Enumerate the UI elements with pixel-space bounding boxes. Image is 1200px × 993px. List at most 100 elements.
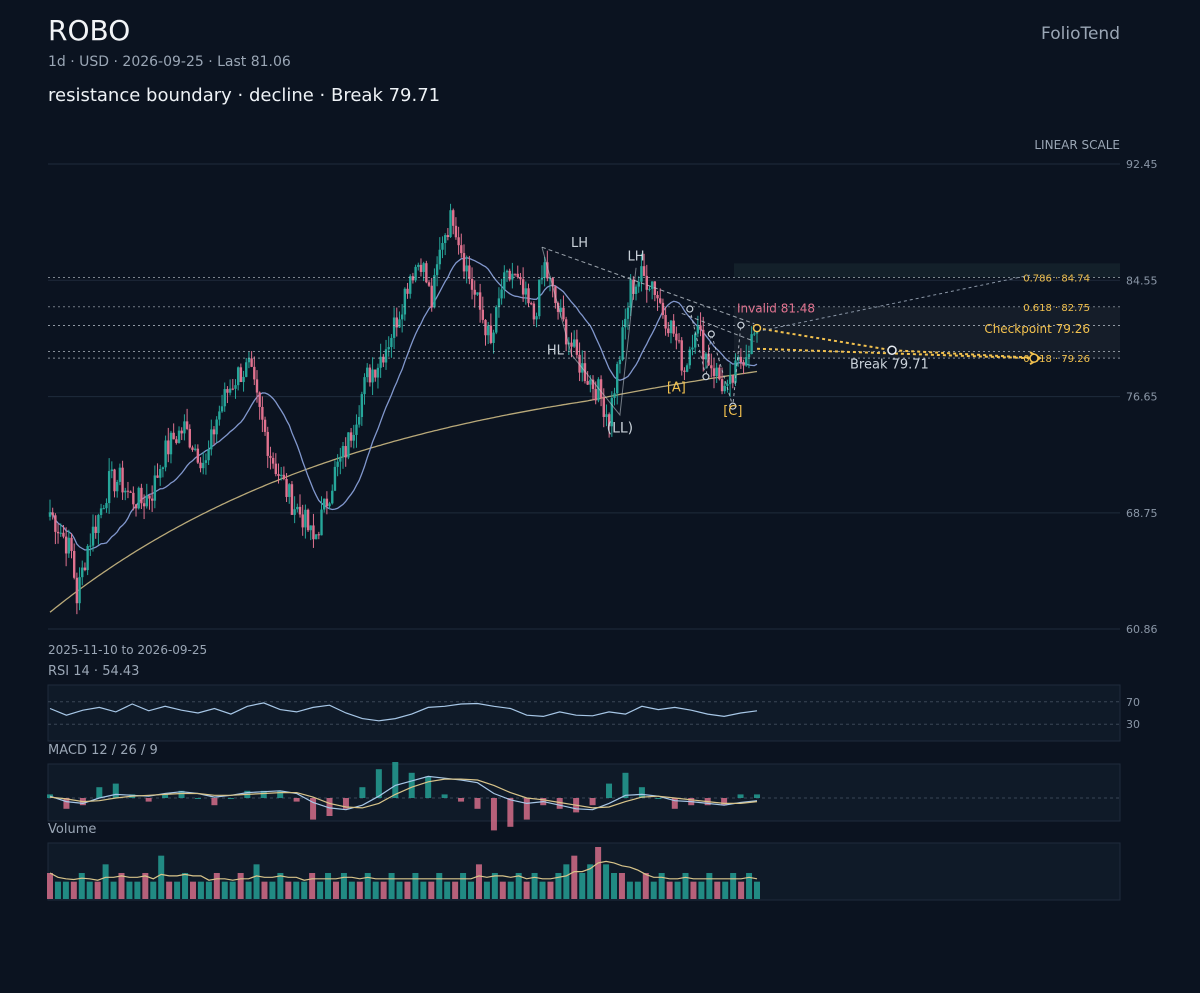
candle-body bbox=[368, 367, 372, 383]
scale-label: LINEAR SCALE bbox=[1034, 138, 1120, 152]
volume-bar bbox=[436, 873, 443, 899]
candle-body bbox=[640, 266, 643, 282]
volume-bar bbox=[62, 881, 69, 899]
candle-body bbox=[414, 266, 417, 281]
candle-body bbox=[675, 333, 678, 341]
volume-bar bbox=[452, 881, 459, 899]
volume-bar bbox=[666, 881, 673, 899]
candle-body bbox=[207, 449, 210, 461]
candle-body bbox=[371, 369, 374, 383]
candle-body bbox=[75, 577, 79, 604]
candle-body bbox=[242, 376, 245, 383]
candle-body bbox=[742, 362, 745, 366]
candle-body bbox=[360, 394, 364, 417]
volume-bar bbox=[738, 881, 745, 899]
volume-bar bbox=[301, 881, 308, 899]
candle-body bbox=[215, 419, 218, 435]
rsi-label: RSI 14 · 54.43 bbox=[48, 664, 139, 679]
candle-body bbox=[376, 367, 380, 378]
macd-histogram-bar bbox=[507, 798, 514, 827]
pattern-label: LH bbox=[628, 249, 645, 264]
volume-bar bbox=[587, 864, 594, 899]
candle-body bbox=[661, 302, 665, 315]
candle-body bbox=[296, 506, 299, 510]
candle-body bbox=[185, 421, 189, 429]
candle-body bbox=[320, 509, 323, 536]
candle-body bbox=[48, 512, 52, 517]
volume-bar bbox=[539, 881, 546, 899]
candle-body bbox=[497, 298, 501, 308]
candle-body bbox=[435, 264, 439, 276]
brand-logo: FolioTend bbox=[1041, 24, 1120, 44]
candle-body bbox=[516, 273, 519, 278]
volume-bar bbox=[483, 881, 490, 899]
volume-bar bbox=[261, 881, 268, 899]
candle-body bbox=[443, 235, 447, 244]
candle-body bbox=[664, 314, 667, 329]
candle-body bbox=[747, 354, 751, 358]
volume-bar bbox=[412, 873, 419, 899]
candle-body bbox=[618, 359, 622, 365]
candle-body bbox=[285, 478, 288, 497]
macd-signal-line bbox=[49, 778, 758, 809]
volume-bar bbox=[158, 855, 165, 899]
candle-body bbox=[374, 369, 377, 378]
candle-body bbox=[204, 460, 208, 463]
volume-bar bbox=[182, 873, 189, 899]
candle-body bbox=[650, 281, 654, 289]
macd-histogram-bar bbox=[227, 798, 234, 799]
volume-bar bbox=[348, 881, 355, 899]
candle-body bbox=[535, 316, 538, 320]
candle-body bbox=[495, 307, 498, 333]
candle-body bbox=[540, 277, 544, 280]
candle-body bbox=[400, 314, 404, 320]
candle-body bbox=[91, 526, 95, 546]
candle-body bbox=[102, 508, 105, 510]
candle-body bbox=[97, 514, 100, 533]
candle-body bbox=[398, 319, 401, 328]
candle-body bbox=[304, 509, 307, 528]
macd-histogram-bar bbox=[655, 798, 662, 799]
volume-bar bbox=[515, 873, 522, 899]
candle-body bbox=[578, 354, 581, 373]
candle-body bbox=[529, 303, 533, 305]
fib-618-label: 0.618 · 82.75 bbox=[1023, 303, 1090, 314]
volume-bar bbox=[611, 873, 618, 899]
candle-body bbox=[309, 525, 312, 531]
candle-body bbox=[352, 434, 355, 441]
volume-bar bbox=[166, 881, 173, 899]
candle-body bbox=[255, 379, 259, 393]
volume-bar bbox=[690, 881, 697, 899]
y-tick-label: 68.75 bbox=[1126, 507, 1158, 520]
swing-marker bbox=[707, 330, 715, 338]
candle-body bbox=[132, 492, 135, 505]
volume-bar bbox=[730, 873, 737, 899]
candle-body bbox=[731, 375, 735, 383]
candle-body bbox=[231, 388, 234, 390]
candle-body bbox=[726, 384, 729, 386]
candle-body bbox=[99, 508, 103, 515]
candle-body bbox=[247, 358, 251, 363]
candle-body bbox=[699, 325, 702, 330]
candle-body bbox=[589, 379, 592, 385]
volume-bar bbox=[698, 881, 705, 899]
candle-body bbox=[734, 360, 737, 383]
candle-body bbox=[476, 292, 479, 295]
macd-histogram-bar bbox=[310, 798, 317, 820]
candle-body bbox=[167, 440, 170, 455]
candle-body bbox=[325, 498, 329, 507]
volume-bar bbox=[658, 873, 665, 899]
swing-marker bbox=[729, 402, 737, 410]
candle-body bbox=[83, 567, 87, 571]
candle-body bbox=[148, 495, 151, 499]
candle-body bbox=[409, 276, 412, 294]
candle-body bbox=[419, 264, 423, 272]
volume-bar bbox=[189, 881, 196, 899]
candle-body bbox=[392, 317, 396, 338]
swing-marker bbox=[686, 305, 694, 313]
candle-body bbox=[637, 281, 640, 287]
macd-histogram-bar bbox=[260, 790, 267, 798]
candle-body bbox=[685, 365, 689, 372]
volume-bar bbox=[571, 855, 578, 899]
candle-body bbox=[425, 263, 428, 283]
